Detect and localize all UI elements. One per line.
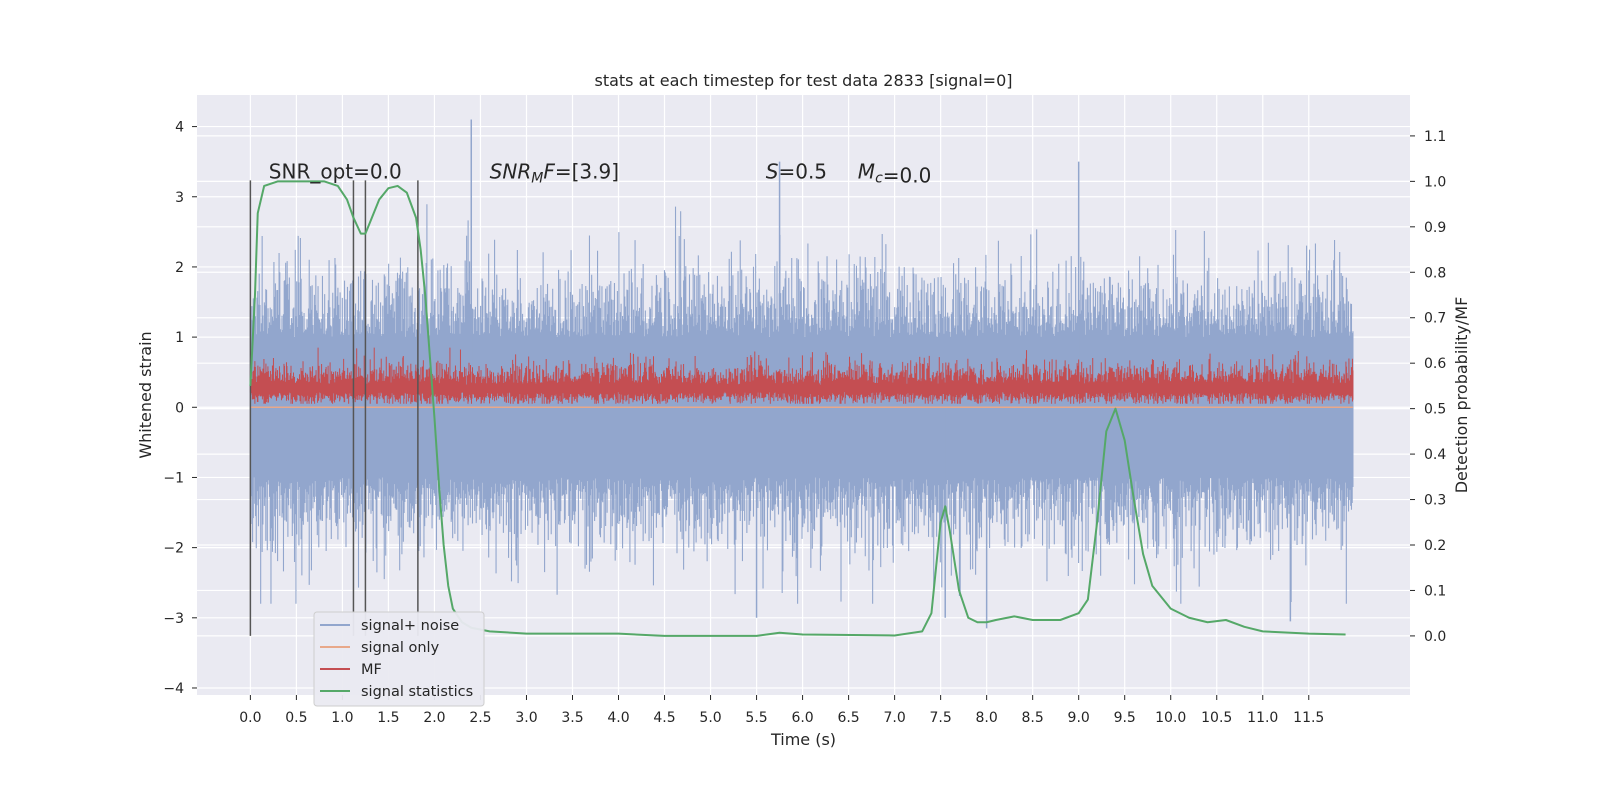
chart-title: stats at each timestep for test data 283… — [594, 71, 1012, 90]
y2-tick-label: 0.8 — [1424, 265, 1446, 281]
y-tick-label: −2 — [163, 541, 184, 557]
legend-label: signal+ noise — [361, 618, 459, 634]
y2-tick-label: 0.2 — [1424, 538, 1446, 554]
x-tick-label: 0.5 — [285, 710, 307, 726]
x-tick-label: 3.0 — [515, 710, 537, 726]
x-tick-label: 5.0 — [699, 710, 721, 726]
y2-tick-label: 0.0 — [1424, 629, 1446, 645]
x-tick-label: 6.5 — [837, 710, 859, 726]
y2-tick-label: 0.5 — [1424, 402, 1446, 418]
x-tick-label: 7.5 — [929, 710, 951, 726]
y-tick-label: 3 — [175, 190, 184, 206]
y2-tick-label: 0.9 — [1424, 220, 1446, 236]
x-tick-label: 7.0 — [883, 710, 905, 726]
y-tick-label: −4 — [163, 681, 184, 697]
legend-label: signal statistics — [361, 684, 473, 700]
y2-tick-label: 0.1 — [1424, 583, 1446, 599]
x-tick-label: 9.0 — [1068, 710, 1090, 726]
x-axis-label: Time (s) — [770, 730, 836, 749]
legend-label: MF — [361, 662, 382, 678]
series-signal-statistics — [249, 180, 1346, 637]
y-tick-label: 0 — [175, 400, 184, 416]
annotation-text: Mc=0.0 — [858, 160, 932, 188]
x-tick-label: 1.0 — [331, 710, 353, 726]
y2-tick-label: 0.6 — [1424, 356, 1446, 372]
y-axis-label: Whitened strain — [136, 331, 155, 458]
x-tick-label: 11.5 — [1293, 710, 1324, 726]
y2-tick-label: 0.7 — [1424, 311, 1446, 327]
x-tick-label: 6.0 — [791, 710, 813, 726]
legend: signal+ noise signal only MF signal statist… — [313, 611, 485, 707]
x-tick-label: 0.0 — [239, 710, 261, 726]
y2-axis-label: Detection probability/MF — [1452, 297, 1471, 494]
y2-tick-label: 1.0 — [1424, 174, 1446, 190]
y2-tick-label: 0.4 — [1424, 447, 1446, 463]
x-tick-label: 8.0 — [976, 710, 998, 726]
y2-tick-label: 0.3 — [1424, 493, 1446, 509]
legend-box — [313, 611, 485, 707]
y-tick-label: −1 — [163, 470, 184, 486]
x-tick-label: 2.0 — [423, 710, 445, 726]
x-tick-label: 2.5 — [469, 710, 491, 726]
annotation-text: SNRMF=[3.9] — [490, 160, 619, 187]
x-tick-label: 8.5 — [1022, 710, 1044, 726]
axis-ticks: 0.0 0.5 1.0 1.5 2.0 2.5 3.0 3.5 4.0 4.5 5.0 5.5 6.0 6… — [163, 120, 1446, 726]
legend-label: signal only — [361, 640, 440, 656]
x-tick-label: 11.0 — [1247, 710, 1278, 726]
vertical-markers — [249, 180, 419, 636]
y-tick-label: 4 — [175, 120, 184, 136]
x-tick-label: 4.5 — [653, 710, 675, 726]
x-tick-label: 4.0 — [607, 710, 629, 726]
annotation-text: SNR_opt=0.0 — [269, 160, 402, 184]
x-tick-label: 3.5 — [561, 710, 583, 726]
x-tick-label: 9.5 — [1114, 710, 1136, 726]
annotations: SNR_opt=0.0 SNRMF=[3.9] S=0.5 Mc=0.0 — [269, 160, 932, 188]
x-tick-label: 5.5 — [745, 710, 767, 726]
x-tick-label: 10.0 — [1155, 710, 1186, 726]
signal-noise-peaks — [470, 119, 1292, 629]
signal-statistics-line — [249, 180, 1346, 637]
annotation-text: S=0.5 — [766, 160, 827, 184]
y-tick-label: 1 — [175, 330, 184, 346]
x-tick-label: 10.5 — [1201, 710, 1232, 726]
y2-tick-label: 1.1 — [1424, 129, 1446, 145]
y-tick-label: −3 — [163, 611, 184, 627]
x-tick-label: 1.5 — [377, 710, 399, 726]
y-tick-label: 2 — [175, 260, 184, 276]
